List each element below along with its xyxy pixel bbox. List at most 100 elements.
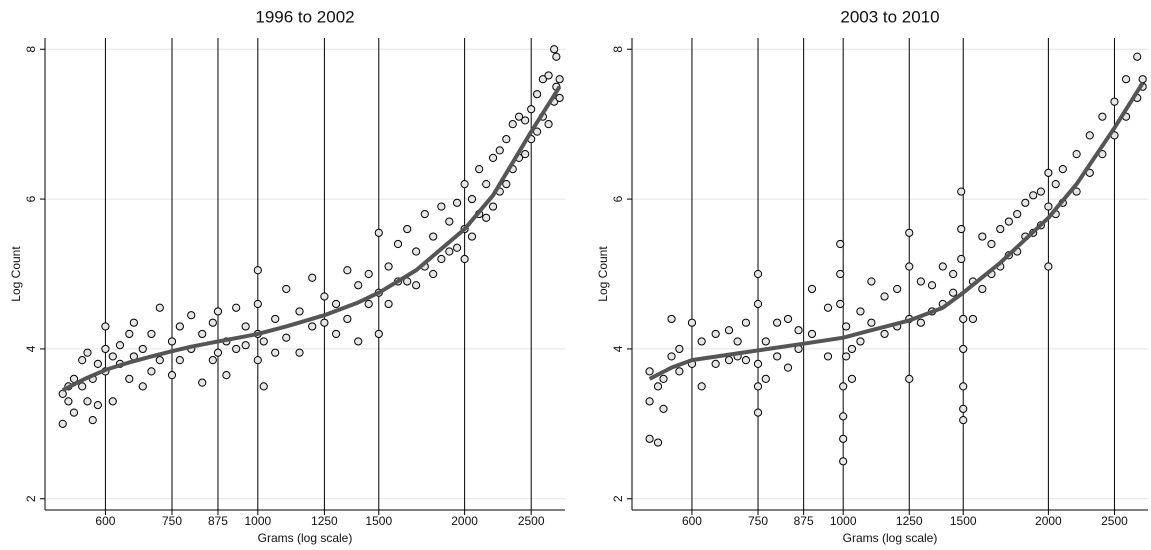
point	[83, 397, 92, 406]
point	[295, 348, 304, 357]
point	[208, 356, 217, 365]
point	[253, 299, 262, 309]
point	[64, 397, 73, 406]
y-tick-label: 8	[24, 46, 38, 53]
y-tick-label: 4	[24, 345, 38, 352]
point	[839, 382, 848, 391]
point	[374, 228, 383, 237]
point	[1029, 191, 1038, 200]
point	[331, 329, 341, 339]
point	[753, 359, 763, 369]
point	[659, 404, 668, 413]
point	[783, 363, 793, 372]
point	[167, 337, 177, 346]
point	[508, 120, 517, 129]
point	[1044, 168, 1053, 177]
point	[384, 262, 393, 271]
point	[393, 239, 403, 249]
x-axis-label: Grams (log scale)	[843, 531, 938, 545]
point	[412, 247, 421, 256]
x-tick-label: 2500	[1101, 514, 1128, 528]
point	[93, 401, 102, 410]
point	[761, 337, 770, 346]
point	[532, 90, 542, 99]
point	[88, 415, 97, 425]
point	[460, 254, 469, 264]
point	[1133, 52, 1142, 61]
point	[1110, 97, 1119, 106]
point	[101, 322, 110, 331]
point	[282, 284, 291, 294]
point	[232, 303, 241, 312]
point	[155, 356, 164, 365]
point	[938, 262, 947, 271]
point	[916, 277, 925, 286]
point	[653, 382, 663, 391]
point	[354, 337, 363, 346]
point	[354, 281, 363, 290]
fit-line	[61, 85, 562, 392]
point	[1021, 198, 1030, 207]
point	[482, 213, 491, 222]
point	[420, 209, 429, 219]
x-axis-label: Grams (log scale)	[258, 531, 353, 545]
point	[645, 434, 654, 443]
point	[761, 374, 770, 383]
chart-title: 2003 to 2010	[840, 7, 939, 26]
point	[867, 277, 876, 286]
point	[959, 314, 968, 324]
point	[847, 374, 857, 383]
point	[282, 333, 291, 342]
point	[445, 247, 454, 256]
point	[1044, 262, 1053, 271]
point	[733, 337, 742, 346]
point	[78, 356, 87, 365]
point	[555, 93, 564, 103]
point	[460, 179, 469, 189]
point	[467, 194, 477, 204]
point	[69, 408, 79, 417]
point	[495, 146, 504, 155]
point	[996, 224, 1005, 234]
point	[552, 52, 561, 61]
x-tick-label: 1250	[311, 514, 338, 528]
point	[1098, 112, 1107, 121]
point	[384, 299, 393, 309]
point	[773, 352, 782, 361]
point	[253, 356, 262, 365]
point	[295, 307, 304, 316]
point	[514, 112, 524, 121]
point	[794, 326, 803, 335]
point	[555, 75, 564, 84]
point	[544, 71, 553, 80]
point	[773, 318, 782, 327]
point	[949, 288, 958, 297]
point	[807, 284, 817, 294]
point	[259, 337, 268, 346]
point	[467, 232, 477, 241]
point	[550, 45, 559, 54]
point	[488, 153, 498, 162]
point	[1013, 209, 1022, 219]
point	[1004, 217, 1013, 226]
point	[437, 202, 446, 211]
x-tick-label: 1000	[830, 514, 857, 528]
point	[147, 367, 156, 376]
point	[364, 299, 373, 309]
point	[957, 187, 966, 196]
point	[452, 198, 462, 207]
point	[138, 382, 147, 391]
y-tick-label: 8	[611, 46, 625, 53]
point	[959, 382, 968, 391]
point	[1138, 75, 1147, 84]
point	[521, 150, 530, 159]
point	[259, 382, 268, 391]
point	[78, 382, 87, 391]
point	[1051, 179, 1060, 189]
point	[645, 367, 654, 376]
point	[856, 307, 865, 316]
y-tick-label: 4	[611, 345, 625, 352]
point	[320, 292, 329, 301]
point	[1121, 75, 1131, 84]
point	[823, 352, 833, 361]
